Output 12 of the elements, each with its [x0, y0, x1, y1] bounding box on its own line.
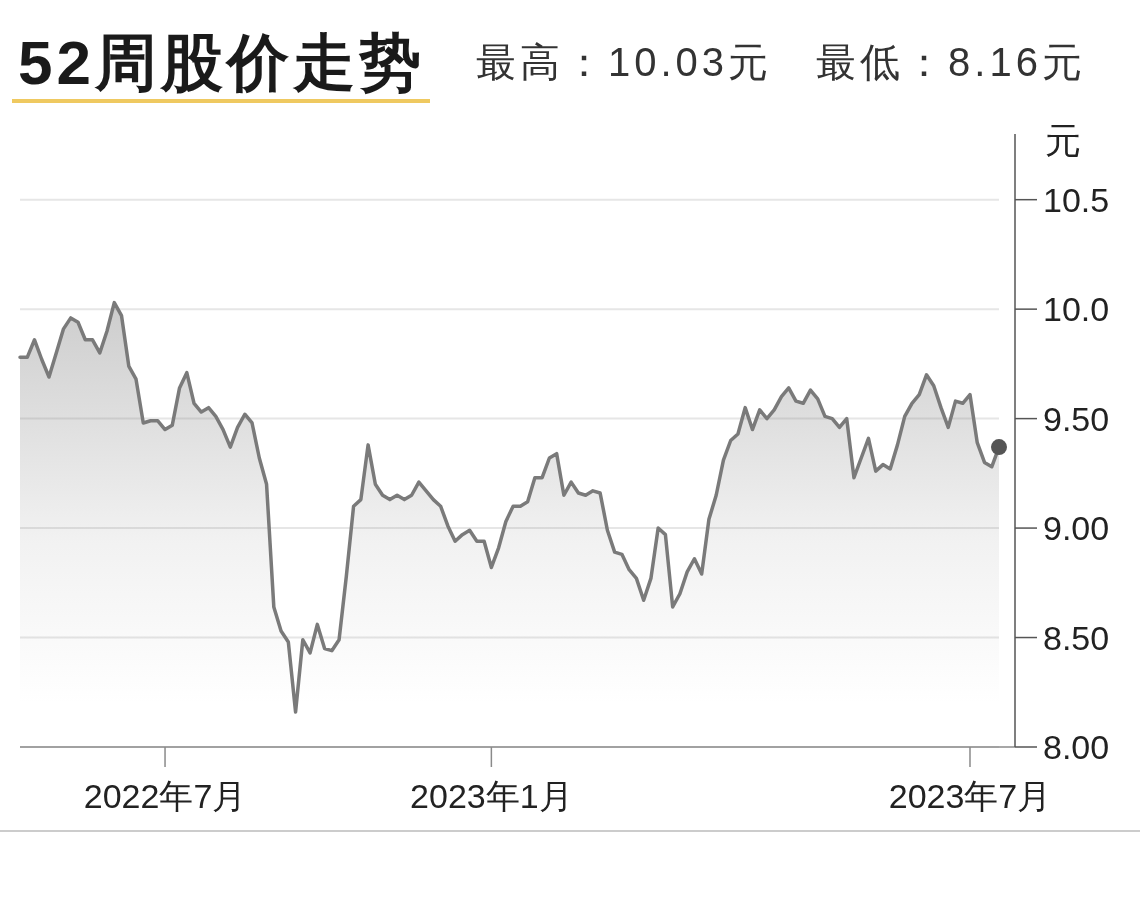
- y-tick-label: 10.0: [1043, 290, 1110, 329]
- x-tick-label: 2023年1月: [410, 777, 573, 815]
- y-tick-label: 8.50: [1043, 618, 1110, 657]
- y-tick-label: 9.50: [1043, 399, 1110, 438]
- title: 52周股价走势: [18, 28, 425, 97]
- y-tick-label: 8.00: [1043, 728, 1110, 766]
- x-tick-label: 2023年7月: [888, 777, 1052, 815]
- x-tick-label: 2022年7月: [83, 777, 247, 815]
- subtitle: 最高：10.03元 最低：8.16元: [476, 40, 1086, 84]
- y-tick-label: 10.5: [1043, 180, 1110, 219]
- ylabel: 元: [1045, 120, 1081, 161]
- y-tick-label: 9.00: [1043, 509, 1110, 548]
